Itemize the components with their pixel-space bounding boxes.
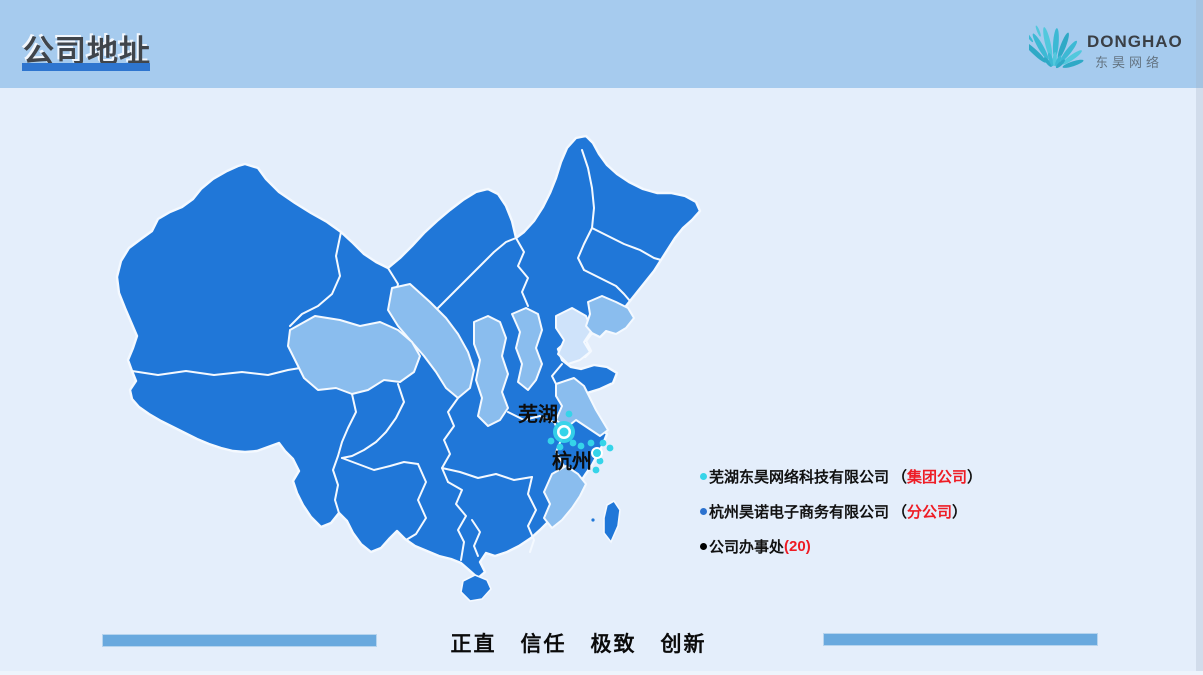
title-underline: [22, 63, 150, 71]
legend-bullet-blue-icon: [700, 508, 707, 515]
leaf-fan-icon: [1029, 25, 1084, 69]
company-motto: 正直 信任 极致 创新: [0, 628, 1157, 658]
province-liaoning: [585, 295, 635, 338]
province-hebei: [555, 307, 593, 365]
header-band: 公司地址: [0, 0, 1203, 88]
legend-tag: 集团公司: [907, 469, 968, 486]
map-label-hangzhou: 杭州: [552, 449, 592, 473]
hangzhou-branch-marker: [591, 447, 603, 459]
legend-company-name: 公司办事处: [709, 539, 785, 556]
office-dot: [569, 439, 577, 447]
province-fujian: [543, 465, 587, 529]
legend-tag: 分公司: [907, 504, 953, 521]
legend-tag: (20): [784, 538, 811, 555]
legend-paren: （: [892, 504, 908, 521]
island-small: [591, 518, 595, 522]
office-dot: [547, 437, 555, 445]
office-dot: [599, 439, 607, 447]
motto-word: 极致: [590, 633, 637, 656]
legend-paren: ）: [952, 504, 968, 521]
map-label-wuhu: 芜湖: [518, 402, 558, 426]
legend-paren: ）: [967, 469, 983, 486]
motto-word: 正直: [450, 633, 497, 656]
right-edge-strip: [1196, 0, 1203, 675]
legend-bullet-cyan-icon: [700, 473, 707, 480]
legend-item-group-company: 芜湖东昊网络科技有限公司 （ 集团公司 ）: [700, 466, 982, 487]
logo-brand-text: DONGHAO: [1087, 32, 1183, 51]
legend-item-branch-company: 杭州昊诺电子商务有限公司 （ 分公司 ）: [700, 501, 982, 522]
office-dot: [556, 443, 564, 451]
bottom-edge-strip: [0, 671, 1203, 675]
province-shanxi: [511, 307, 543, 391]
logo-brand-cn-text: 东昊网络: [1095, 55, 1164, 70]
wuhu-hq-marker: [553, 421, 575, 443]
office-dots: [547, 410, 614, 474]
island-taiwan: [603, 499, 621, 544]
legend-company-name: 杭州昊诺电子商务有限公司: [709, 504, 890, 521]
legend: 芜湖东昊网络科技有限公司 （ 集团公司 ） 杭州昊诺电子商务有限公司 （ 分公司…: [700, 466, 982, 571]
island-hainan: [460, 574, 492, 602]
office-dot: [587, 439, 595, 447]
office-dot: [577, 442, 585, 450]
light-provinces: [287, 283, 635, 529]
province-qinghai: [287, 315, 421, 395]
footer-bar-right: [823, 633, 1098, 646]
office-dot: [596, 457, 604, 465]
province-shaanxi: [473, 315, 509, 427]
footer-bar-left: [102, 634, 377, 647]
office-dot: [592, 466, 600, 474]
motto-word: 创新: [660, 633, 707, 656]
company-logo: DONGHAO 东昊网络: [1029, 8, 1189, 78]
motto-word: 信任: [520, 633, 567, 656]
legend-company-name: 芜湖东昊网络科技有限公司: [709, 469, 890, 486]
province-gansu: [387, 283, 475, 399]
legend-bullet-black-icon: [700, 543, 707, 550]
legend-item-offices: 公司办事处 (20): [700, 536, 982, 557]
office-dot: [565, 410, 573, 418]
office-dot: [606, 444, 614, 452]
legend-paren: （: [892, 469, 908, 486]
province-jiangsu: [555, 377, 609, 437]
